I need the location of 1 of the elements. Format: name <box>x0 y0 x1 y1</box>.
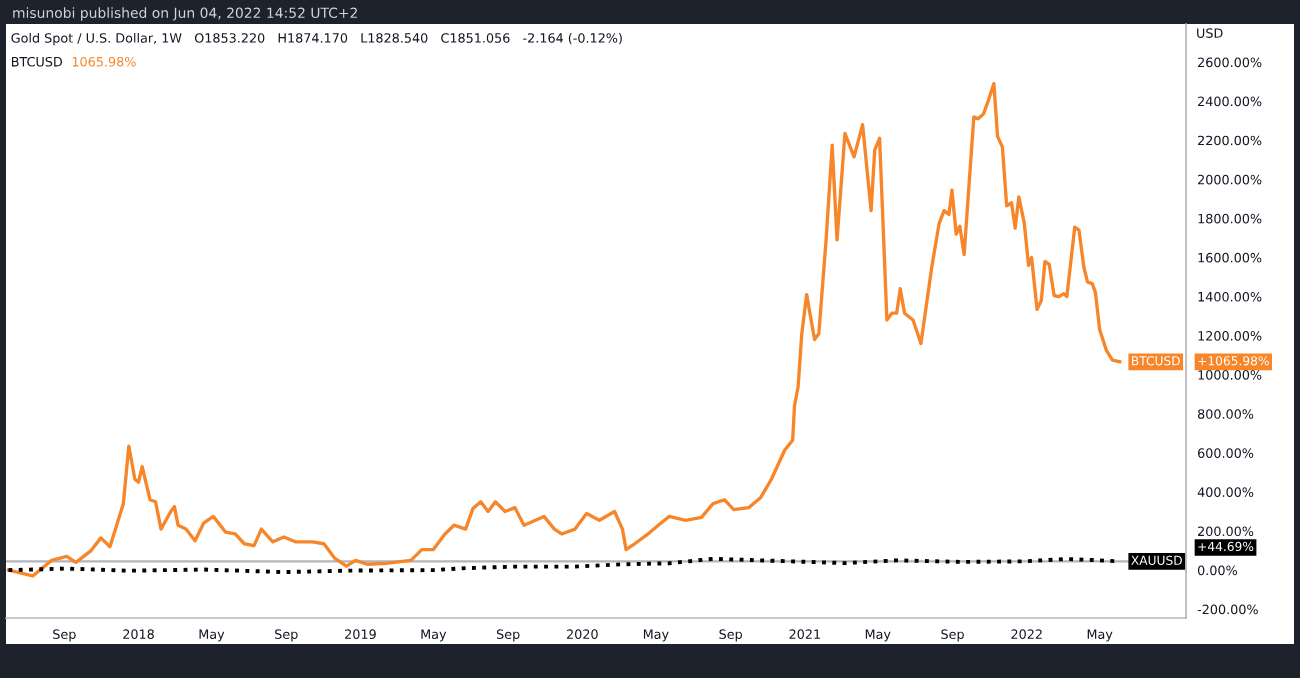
line-series <box>6 81 1122 578</box>
